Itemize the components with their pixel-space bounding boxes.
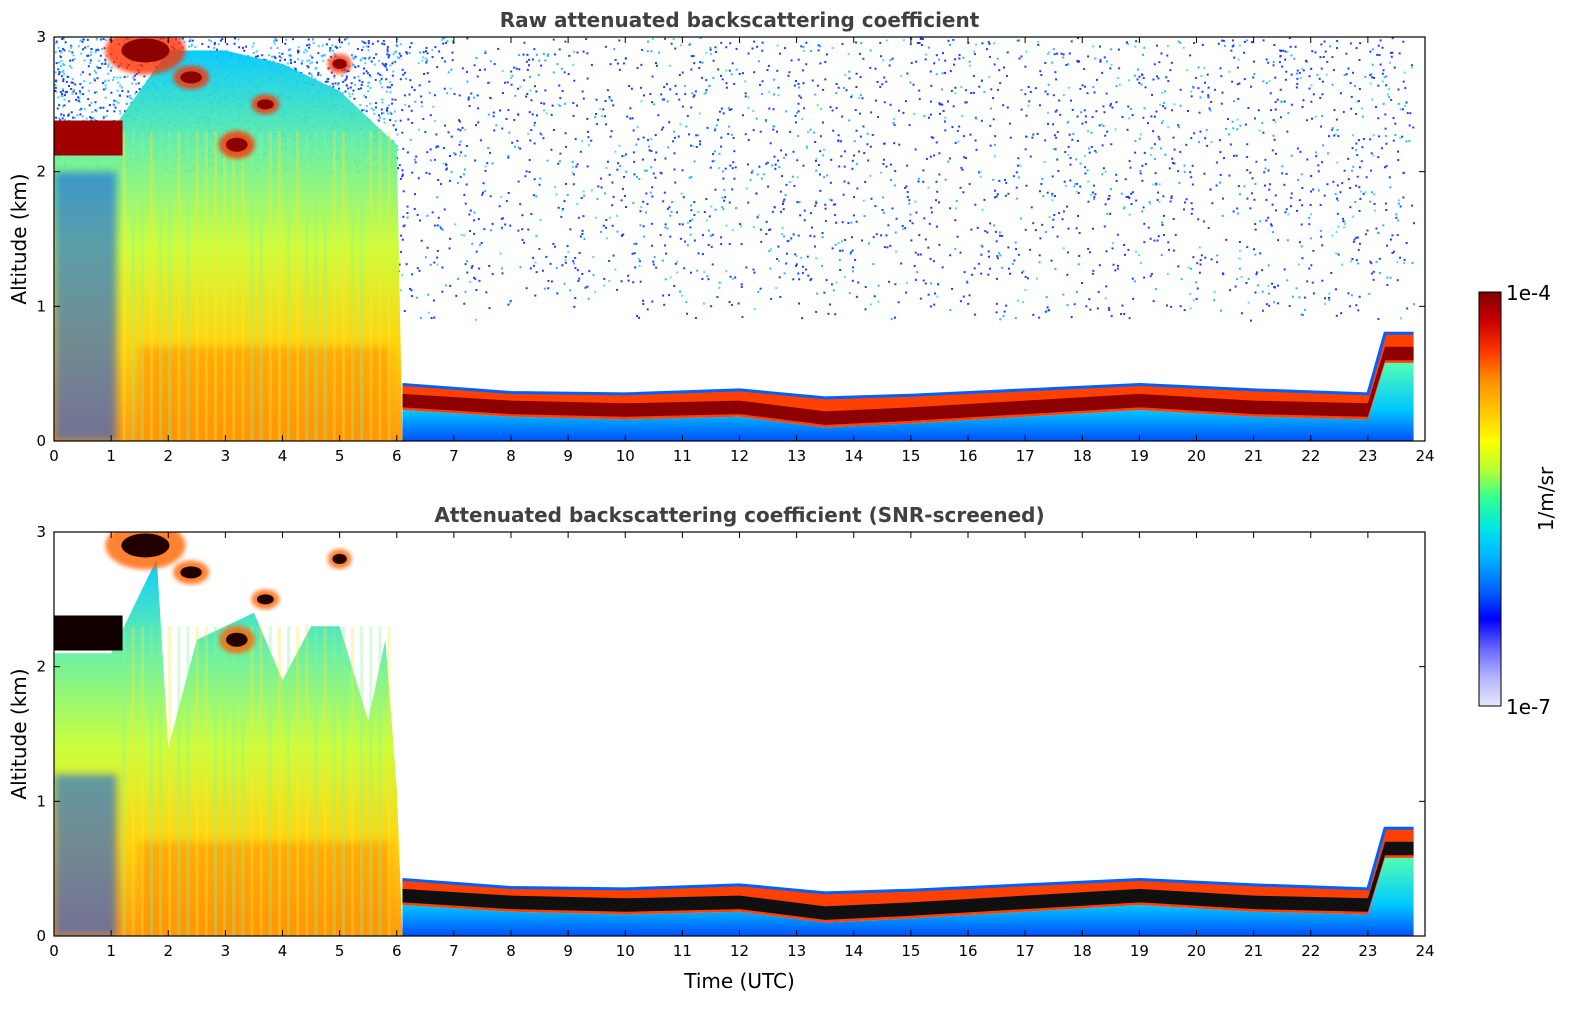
y-tick-label: 2 [36,163,46,181]
dense-aerosol [139,346,392,441]
x-tick-label: 22 [1301,447,1320,465]
x-tick-label: 3 [221,942,231,960]
boundary-layer-core [402,841,1414,920]
x-tick-label: 2 [163,942,173,960]
band-top-edge [402,826,1414,895]
x-tick-label: 17 [1016,447,1035,465]
y-tick-label: 1 [36,297,46,315]
x-tick-label: 23 [1358,942,1377,960]
colorbar-max-label: 1e-4 [1506,281,1551,305]
band-top-edge [402,331,1414,400]
y-tick-label: 1 [36,792,46,810]
x-tick-label: 22 [1301,942,1320,960]
clear-air-column [54,774,117,936]
x-tick-label: 4 [278,942,288,960]
x-tick-label: 6 [392,447,402,465]
x-tick-label: 11 [673,942,692,960]
x-tick-label: 8 [506,447,516,465]
y-axis-label: Altitude (km) [7,668,31,799]
y-tick-label: 3 [36,28,46,46]
x-tick-label: 0 [49,942,59,960]
vertical-streaks [122,131,391,441]
x-tick-label: 10 [616,447,635,465]
colorbar: 1e-4 1e-7 1/m/sr [1478,281,1558,719]
x-tick-label: 7 [449,942,459,960]
x-tick-label: 13 [787,942,806,960]
x-tick-label: 23 [1358,447,1377,465]
x-tick-label: 16 [958,942,977,960]
x-tick-label: 14 [844,447,863,465]
vertical-streaks [122,626,391,936]
elevated-layer [54,615,123,651]
x-tick-label: 15 [901,447,920,465]
panel-title: Raw attenuated backscattering coefficien… [500,8,980,32]
x-axis-label: Time (UTC) [683,969,795,993]
panel-title: Attenuated backscattering coefficient (S… [434,503,1044,527]
y-tick-label: 0 [36,927,46,945]
aerosol-layer [54,50,403,441]
colorbar-gradient [1478,291,1502,707]
x-tick-label: 10 [616,942,635,960]
x-tick-label: 1 [106,447,116,465]
dense-aerosol [139,841,392,936]
y-axis-label: Altitude (km) [7,173,31,304]
x-tick-label: 20 [1187,447,1206,465]
x-tick-label: 9 [563,942,573,960]
boundary-layer-core [402,346,1414,425]
plot-area [54,532,1414,936]
x-tick-label: 12 [730,447,749,465]
x-tick-label: 16 [958,447,977,465]
x-tick-label: 13 [787,447,806,465]
panel-1: Raw attenuated backscattering coefficien… [7,8,1435,465]
x-tick-label: 3 [221,447,231,465]
x-tick-label: 20 [1187,942,1206,960]
x-tick-label: 8 [506,942,516,960]
colorbar-unit-label: 1/m/sr [1534,466,1558,531]
x-tick-label: 11 [673,447,692,465]
x-tick-label: 21 [1244,447,1263,465]
elevated-layer [54,120,123,156]
x-tick-label: 1 [106,942,116,960]
x-tick-label: 12 [730,942,749,960]
x-tick-label: 0 [49,447,59,465]
x-tick-label: 21 [1244,942,1263,960]
x-tick-label: 14 [844,942,863,960]
x-tick-label: 9 [563,447,573,465]
x-tick-label: 2 [163,447,173,465]
x-tick-label: 19 [1130,447,1149,465]
x-tick-label: 17 [1016,942,1035,960]
x-tick-label: 5 [335,942,345,960]
x-tick-label: 6 [392,942,402,960]
y-tick-label: 3 [36,523,46,541]
x-tick-label: 7 [449,447,459,465]
upper-clouds [54,37,352,159]
y-tick-label: 2 [36,658,46,676]
panel-2: Attenuated backscattering coefficient (S… [7,503,1435,993]
colorbar-min-label: 1e-7 [1506,695,1551,719]
x-tick-label: 19 [1130,942,1149,960]
below-band [402,362,1414,441]
below-band [402,857,1414,936]
x-tick-label: 15 [901,942,920,960]
x-tick-label: 18 [1073,447,1092,465]
x-tick-label: 24 [1415,942,1434,960]
x-tick-label: 18 [1073,942,1092,960]
x-tick-label: 4 [278,447,288,465]
plot-area [54,37,1416,441]
upper-clouds [54,532,352,654]
clear-air-column [54,171,117,441]
x-tick-label: 24 [1415,447,1434,465]
x-tick-label: 5 [335,447,345,465]
y-tick-label: 0 [36,432,46,450]
